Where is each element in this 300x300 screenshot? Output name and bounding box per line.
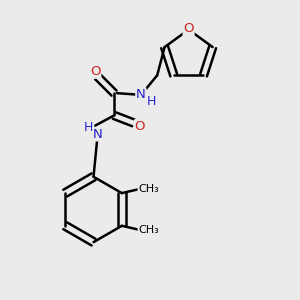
Text: N: N — [93, 128, 103, 141]
Text: CH₃: CH₃ — [138, 225, 159, 235]
Text: H: H — [146, 95, 156, 108]
Text: O: O — [135, 120, 145, 133]
Text: N: N — [136, 88, 146, 101]
Text: H: H — [84, 121, 94, 134]
Text: O: O — [90, 65, 101, 78]
Text: CH₃: CH₃ — [138, 184, 159, 194]
Text: O: O — [183, 22, 194, 35]
